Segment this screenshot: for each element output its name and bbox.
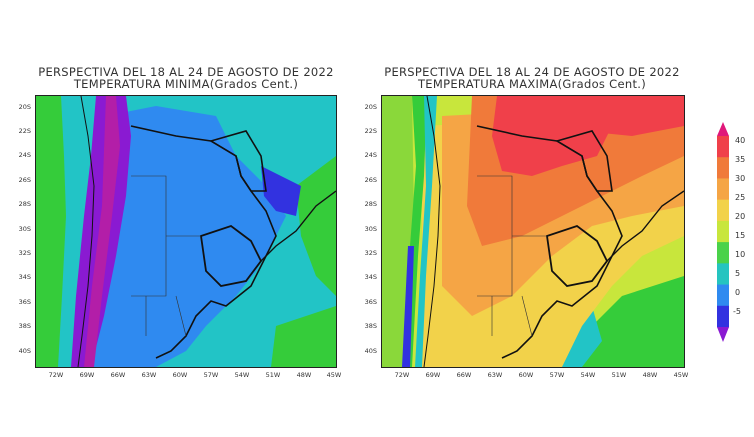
max-lat-label: 30S — [364, 225, 377, 233]
min-lon-label: 48W — [296, 371, 312, 379]
max-uruguay-border — [546, 224, 609, 287]
min-temp-map — [35, 95, 337, 368]
min-lon-label: 45W — [326, 371, 342, 379]
max-lat-label: 32S — [364, 249, 377, 257]
min-lon-label: 57W — [203, 371, 219, 379]
max-lon-label: 57W — [549, 371, 565, 379]
max-title-line2: TEMPERATURA MAXIMA(Grados Cent.) — [417, 77, 647, 91]
min-pacific-green — [36, 96, 66, 367]
min-atlantic-green — [296, 156, 336, 296]
colorbar-tick-label: 35 — [735, 155, 746, 164]
colorbar-bottom-arrow — [717, 327, 729, 342]
min-lat-label: 38S — [18, 322, 31, 330]
max-lon-label: 51W — [611, 371, 627, 379]
min-lon-label: 66W — [110, 371, 126, 379]
max-temp-map — [381, 95, 685, 368]
min-lat-label: 30S — [18, 225, 31, 233]
colorbar-tick-label: -5 — [733, 307, 741, 316]
max-andes-blue — [402, 246, 414, 367]
max-paraguay-border — [555, 130, 613, 192]
min-lon-label: 60W — [172, 371, 188, 379]
min-lat-label: 34S — [18, 273, 31, 281]
colorbar-tick-label: 20 — [735, 212, 746, 221]
max-lat-label: 24S — [364, 151, 377, 159]
min-title-line2: TEMPERATURA MINIMA(Grados Cent.) — [73, 77, 299, 91]
min-land-blue — [76, 106, 286, 367]
min-title-line1: PERSPECTIVA DEL 18 AL 24 DE AGOSTO DE 20… — [38, 65, 334, 79]
min-lon-label: 63W — [141, 371, 157, 379]
min-lat-label: 40S — [18, 347, 31, 355]
min-cold-spot — [261, 166, 301, 216]
min-brazil-coast — [260, 190, 336, 262]
max-title-line1: PERSPECTIVA DEL 18 AL 24 DE AGOSTO DE 20… — [384, 65, 680, 79]
colorbar-band — [717, 305, 729, 328]
max-lon-label: 66W — [456, 371, 472, 379]
max-lon-label: 63W — [487, 371, 503, 379]
colorbar-svg — [717, 122, 729, 342]
min-lon-label: 69W — [79, 371, 95, 379]
max-lat-label: 26S — [364, 176, 377, 184]
min-lat-label: 36S — [18, 298, 31, 306]
min-lat-label: 22S — [18, 127, 31, 135]
max-lon-label: 60W — [518, 371, 534, 379]
max-lat-label: 22S — [364, 127, 377, 135]
colorbar-band — [717, 178, 729, 201]
max-chile-border — [423, 96, 441, 367]
colorbar-tick-label: 0 — [735, 288, 741, 297]
min-province-lines — [131, 175, 201, 337]
min-chile-border — [77, 96, 95, 367]
min-uruguay-border — [200, 224, 263, 287]
min-lat-label: 20S — [18, 103, 31, 111]
min-andes-magenta — [84, 96, 120, 367]
max-land-red-east — [557, 96, 684, 136]
colorbar-band — [717, 263, 729, 286]
colorbar-tick-label: 40 — [735, 136, 746, 145]
max-lon-label: 45W — [673, 371, 689, 379]
max-andes-cyan — [415, 96, 437, 367]
min-paraguay-border — [209, 130, 267, 192]
max-lat-label: 40S — [364, 347, 377, 355]
colorbar-tick-label: 30 — [735, 174, 746, 183]
min-lon-label: 72W — [48, 371, 64, 379]
min-lat-label: 32S — [18, 249, 31, 257]
max-lat-label: 36S — [364, 298, 377, 306]
min-lat-label: 28S — [18, 200, 31, 208]
colorbar-band — [717, 199, 729, 222]
min-south-atlantic-green — [271, 306, 336, 367]
max-temp-map-svg — [382, 96, 684, 367]
colorbar-bands — [717, 136, 729, 328]
colorbar-band — [717, 242, 729, 264]
min-temp-map-svg — [36, 96, 336, 367]
max-lon-label: 54W — [580, 371, 596, 379]
min-lon-label: 54W — [234, 371, 250, 379]
max-lon-label: 69W — [425, 371, 441, 379]
min-lat-label: 26S — [18, 176, 31, 184]
colorbar-tick-label: 10 — [735, 250, 746, 259]
max-lat-label: 38S — [364, 322, 377, 330]
max-lon-label: 48W — [642, 371, 658, 379]
colorbar-band — [717, 220, 729, 243]
colorbar-band — [717, 136, 729, 158]
colorbar-tick-label: 15 — [735, 231, 746, 240]
max-lat-label: 34S — [364, 273, 377, 281]
colorbar-tick-label: 25 — [735, 193, 746, 202]
max-atlantic-green — [572, 276, 684, 367]
max-lat-label: 28S — [364, 200, 377, 208]
colorbar-top-arrow — [717, 122, 729, 136]
max-lon-label: 72W — [394, 371, 410, 379]
min-lat-label: 24S — [18, 151, 31, 159]
colorbar-band — [717, 284, 729, 307]
min-ne-cyan — [261, 96, 336, 176]
max-brazil-coast — [606, 190, 684, 262]
colorbar-band — [717, 157, 729, 179]
colorbar-tick-label: 5 — [735, 269, 741, 278]
max-province-lines — [477, 175, 547, 337]
max-lat-label: 20S — [364, 103, 377, 111]
min-lon-label: 51W — [265, 371, 281, 379]
